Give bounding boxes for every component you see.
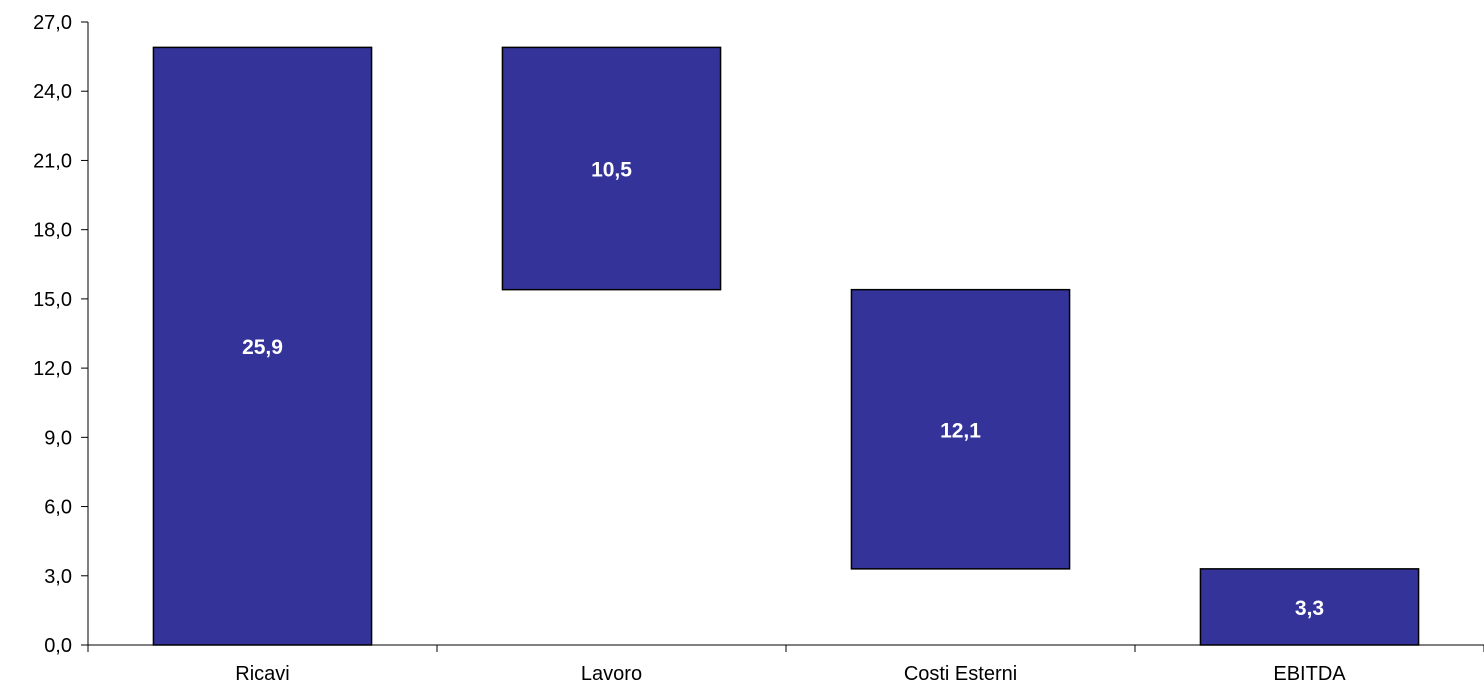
x-category-label: Costi Esterni: [904, 663, 1017, 685]
y-tick-label: 6,0: [44, 497, 72, 519]
data-label: 12,1: [940, 419, 981, 442]
y-tick-label: 9,0: [44, 427, 72, 449]
bar-costi-esterni: [850, 288, 1071, 570]
bar-ricavi: [152, 46, 373, 646]
x-category-label: Ricavi: [235, 663, 289, 685]
y-tick-label: 27,0: [33, 12, 72, 34]
y-tick-label: 24,0: [33, 81, 72, 103]
labels: 25,9 Ricavi 10,5 Lavoro 12,1 Costi Esterni 3,3…: [235, 159, 1346, 685]
y-tick-label: 15,0: [33, 289, 72, 311]
bars: [152, 46, 1420, 646]
x-category-label: EBITDA: [1273, 663, 1346, 685]
y-tick-label: 18,0: [33, 220, 72, 242]
y-tick-label: 12,0: [33, 358, 72, 380]
data-label: 25,9: [242, 336, 283, 359]
y-tick-label: 3,0: [44, 566, 72, 588]
bar-ebitda: [1199, 568, 1420, 646]
data-label: 3,3: [1295, 597, 1324, 620]
y-tick-label: 0,0: [44, 635, 72, 657]
data-label: 10,5: [591, 159, 632, 182]
x-category-label: Lavoro: [581, 663, 642, 685]
y-tick-label: 21,0: [33, 150, 72, 172]
bar-lavoro: [501, 46, 722, 291]
